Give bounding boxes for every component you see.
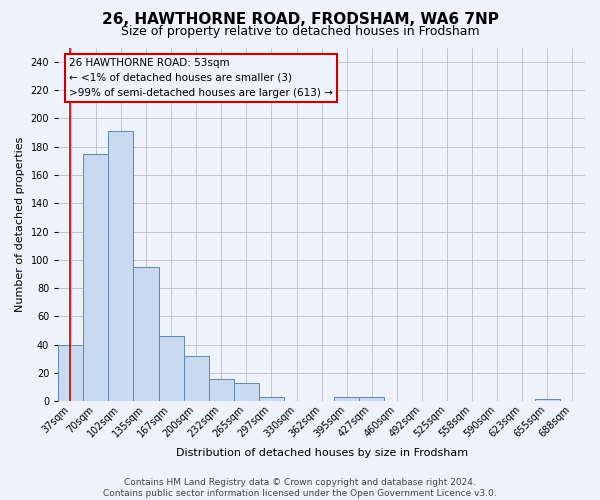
Bar bbox=[234, 383, 259, 402]
Bar bbox=[184, 356, 209, 402]
Y-axis label: Number of detached properties: Number of detached properties bbox=[15, 137, 25, 312]
Bar bbox=[158, 336, 184, 402]
Text: 26 HAWTHORNE ROAD: 53sqm
← <1% of detached houses are smaller (3)
>99% of semi-d: 26 HAWTHORNE ROAD: 53sqm ← <1% of detach… bbox=[69, 58, 332, 98]
Bar bbox=[58, 345, 83, 402]
Text: Size of property relative to detached houses in Frodsham: Size of property relative to detached ho… bbox=[121, 25, 479, 38]
Bar bbox=[359, 397, 385, 402]
Bar bbox=[334, 397, 359, 402]
X-axis label: Distribution of detached houses by size in Frodsham: Distribution of detached houses by size … bbox=[176, 448, 467, 458]
Bar bbox=[133, 267, 158, 402]
Text: 26, HAWTHORNE ROAD, FRODSHAM, WA6 7NP: 26, HAWTHORNE ROAD, FRODSHAM, WA6 7NP bbox=[101, 12, 499, 28]
Bar bbox=[209, 378, 234, 402]
Bar bbox=[83, 154, 109, 402]
Text: Contains HM Land Registry data © Crown copyright and database right 2024.
Contai: Contains HM Land Registry data © Crown c… bbox=[103, 478, 497, 498]
Bar bbox=[535, 398, 560, 402]
Bar bbox=[259, 397, 284, 402]
Bar bbox=[109, 131, 133, 402]
